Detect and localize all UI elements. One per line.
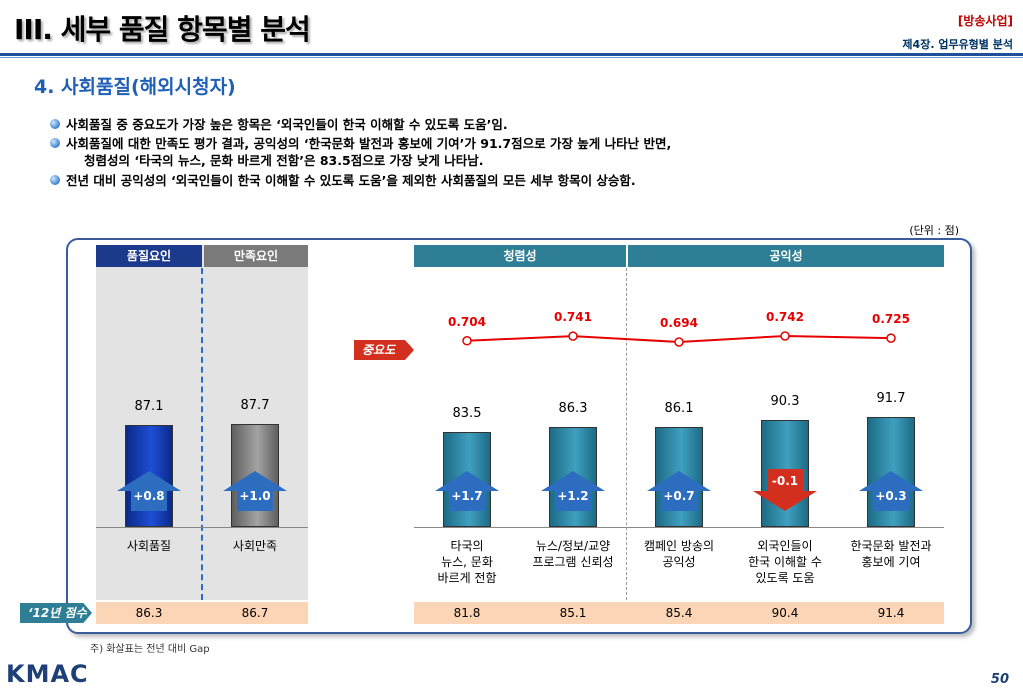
data-label: 87.7 xyxy=(240,398,270,414)
gap-label: +0.7 xyxy=(663,489,695,503)
group-divider xyxy=(201,268,203,600)
data-label: 86.3 xyxy=(558,400,588,416)
baseline xyxy=(96,527,308,528)
arrow-up-icon xyxy=(541,471,605,491)
gap-label: +1.2 xyxy=(557,489,589,503)
category-label: 캠페인 방송의 공익성 xyxy=(643,539,715,569)
data-label: 91.7 xyxy=(876,391,906,406)
prev-year-cell: 81.8 xyxy=(414,602,520,624)
arrow-up-body xyxy=(449,491,485,511)
arrow-up-icon xyxy=(435,471,499,491)
category-label: 한국문화 발전과 홍보에 기여 xyxy=(850,539,932,569)
importance-label: 0.725 xyxy=(872,312,910,327)
importance-point xyxy=(674,337,684,347)
gap-label: +0.3 xyxy=(875,489,907,503)
bullet-continuation: 청렴성의 ‘타국의 뉴스, 문화 바르게 전함’은 83.5점으로 가장 낮게 … xyxy=(84,153,484,168)
importance-point xyxy=(462,336,472,346)
arrow-up-icon xyxy=(223,471,287,491)
prev-year-cell: 86.3 xyxy=(96,602,202,624)
arrow-up-body xyxy=(131,491,167,511)
data-label: 83.5 xyxy=(452,406,482,421)
group-divider xyxy=(626,268,627,600)
arrow-up-icon xyxy=(117,471,181,491)
header-satisfaction: 만족요인 xyxy=(204,245,308,267)
bullet-icon xyxy=(50,119,60,129)
header-quality: 품질요인 xyxy=(96,245,202,267)
section-subtitle: 4. 사회품질(해외시청자) xyxy=(34,76,236,98)
importance-line-chart xyxy=(462,331,896,347)
importance-label: 0.704 xyxy=(448,314,486,329)
importance-label: 0.742 xyxy=(766,310,804,324)
header-divider xyxy=(0,53,1023,56)
unit-label: (단위 : 점) xyxy=(909,224,959,237)
bullet-icon xyxy=(50,175,60,185)
column-background xyxy=(96,245,202,600)
bullet-item: 전년 대비 공익성의 ‘외국인들이 한국 이해할 수 있도록 도움’을 제외한 … xyxy=(50,172,636,189)
chapter-label: 제4장. 업무유형별 분석 xyxy=(902,38,1013,51)
gap-label: +0.8 xyxy=(133,489,165,503)
arrow-up-body xyxy=(237,491,273,511)
header-publicness: 공익성 xyxy=(628,245,944,267)
gap-label: +1.7 xyxy=(451,489,483,503)
prev-year-cell: 85.1 xyxy=(520,602,626,624)
category-label: 외국인들이 한국 이해할 수 있도록 도움 xyxy=(748,539,822,585)
chart-frame xyxy=(66,238,972,634)
prev-year-tag: ‘12년 점수 xyxy=(20,603,92,623)
bullet-item: 사회품질에 대한 만족도 평가 결과, 공익성의 ‘한국문화 발전과 홍보에 기… xyxy=(50,135,671,152)
category-label: 사회만족 xyxy=(232,539,278,553)
header-divider-thin xyxy=(0,57,1023,58)
header-integrity: 청렴성 xyxy=(414,245,626,267)
importance-label: 0.741 xyxy=(554,310,592,325)
arrow-down-icon xyxy=(753,491,817,511)
arrow-up-icon xyxy=(859,471,923,491)
page-title: III. 세부 품질 항목별 분석 xyxy=(14,13,311,46)
footnote: 주) 화살표는 전년 대비 Gap xyxy=(90,644,210,655)
arrow-down-body xyxy=(767,469,803,491)
category-label: 사회품질 xyxy=(126,539,172,553)
importance-point xyxy=(780,331,790,341)
prev-year-cell: 90.4 xyxy=(732,602,838,624)
section-tag: [방송사업] xyxy=(957,14,1013,28)
page-number: 50 xyxy=(990,672,1009,687)
data-label: 90.3 xyxy=(770,393,800,409)
prev-year-cell: 86.7 xyxy=(202,602,308,624)
data-label: 86.1 xyxy=(664,401,694,417)
arrow-up-icon xyxy=(647,471,711,491)
importance-point xyxy=(886,333,896,343)
gap-label: -0.1 xyxy=(771,474,799,488)
prev-year-cell: 85.4 xyxy=(626,602,732,624)
category-label: 뉴스/정보/교양 프로그램 신뢰성 xyxy=(532,539,614,569)
arrow-up-body xyxy=(661,491,697,511)
baseline xyxy=(414,527,944,528)
importance-point xyxy=(568,331,578,341)
column-background xyxy=(202,245,308,600)
category-label: 타국의 뉴스, 문화 바르게 전함 xyxy=(437,539,497,585)
importance-tag: 중요도 xyxy=(354,340,414,360)
kmac-logo: KMAC xyxy=(6,660,89,688)
arrow-up-body xyxy=(555,491,591,511)
importance-label: 0.694 xyxy=(660,316,698,330)
prev-year-cell: 91.4 xyxy=(838,602,944,624)
arrow-up-body xyxy=(873,491,909,511)
bullet-icon xyxy=(50,138,60,148)
data-label: 87.1 xyxy=(134,399,164,415)
bullet-item: 사회품질 중 중요도가 가장 높은 항목은 ‘외국인들이 한국 이해할 수 있도… xyxy=(50,116,508,133)
gap-label: +1.0 xyxy=(239,489,271,503)
